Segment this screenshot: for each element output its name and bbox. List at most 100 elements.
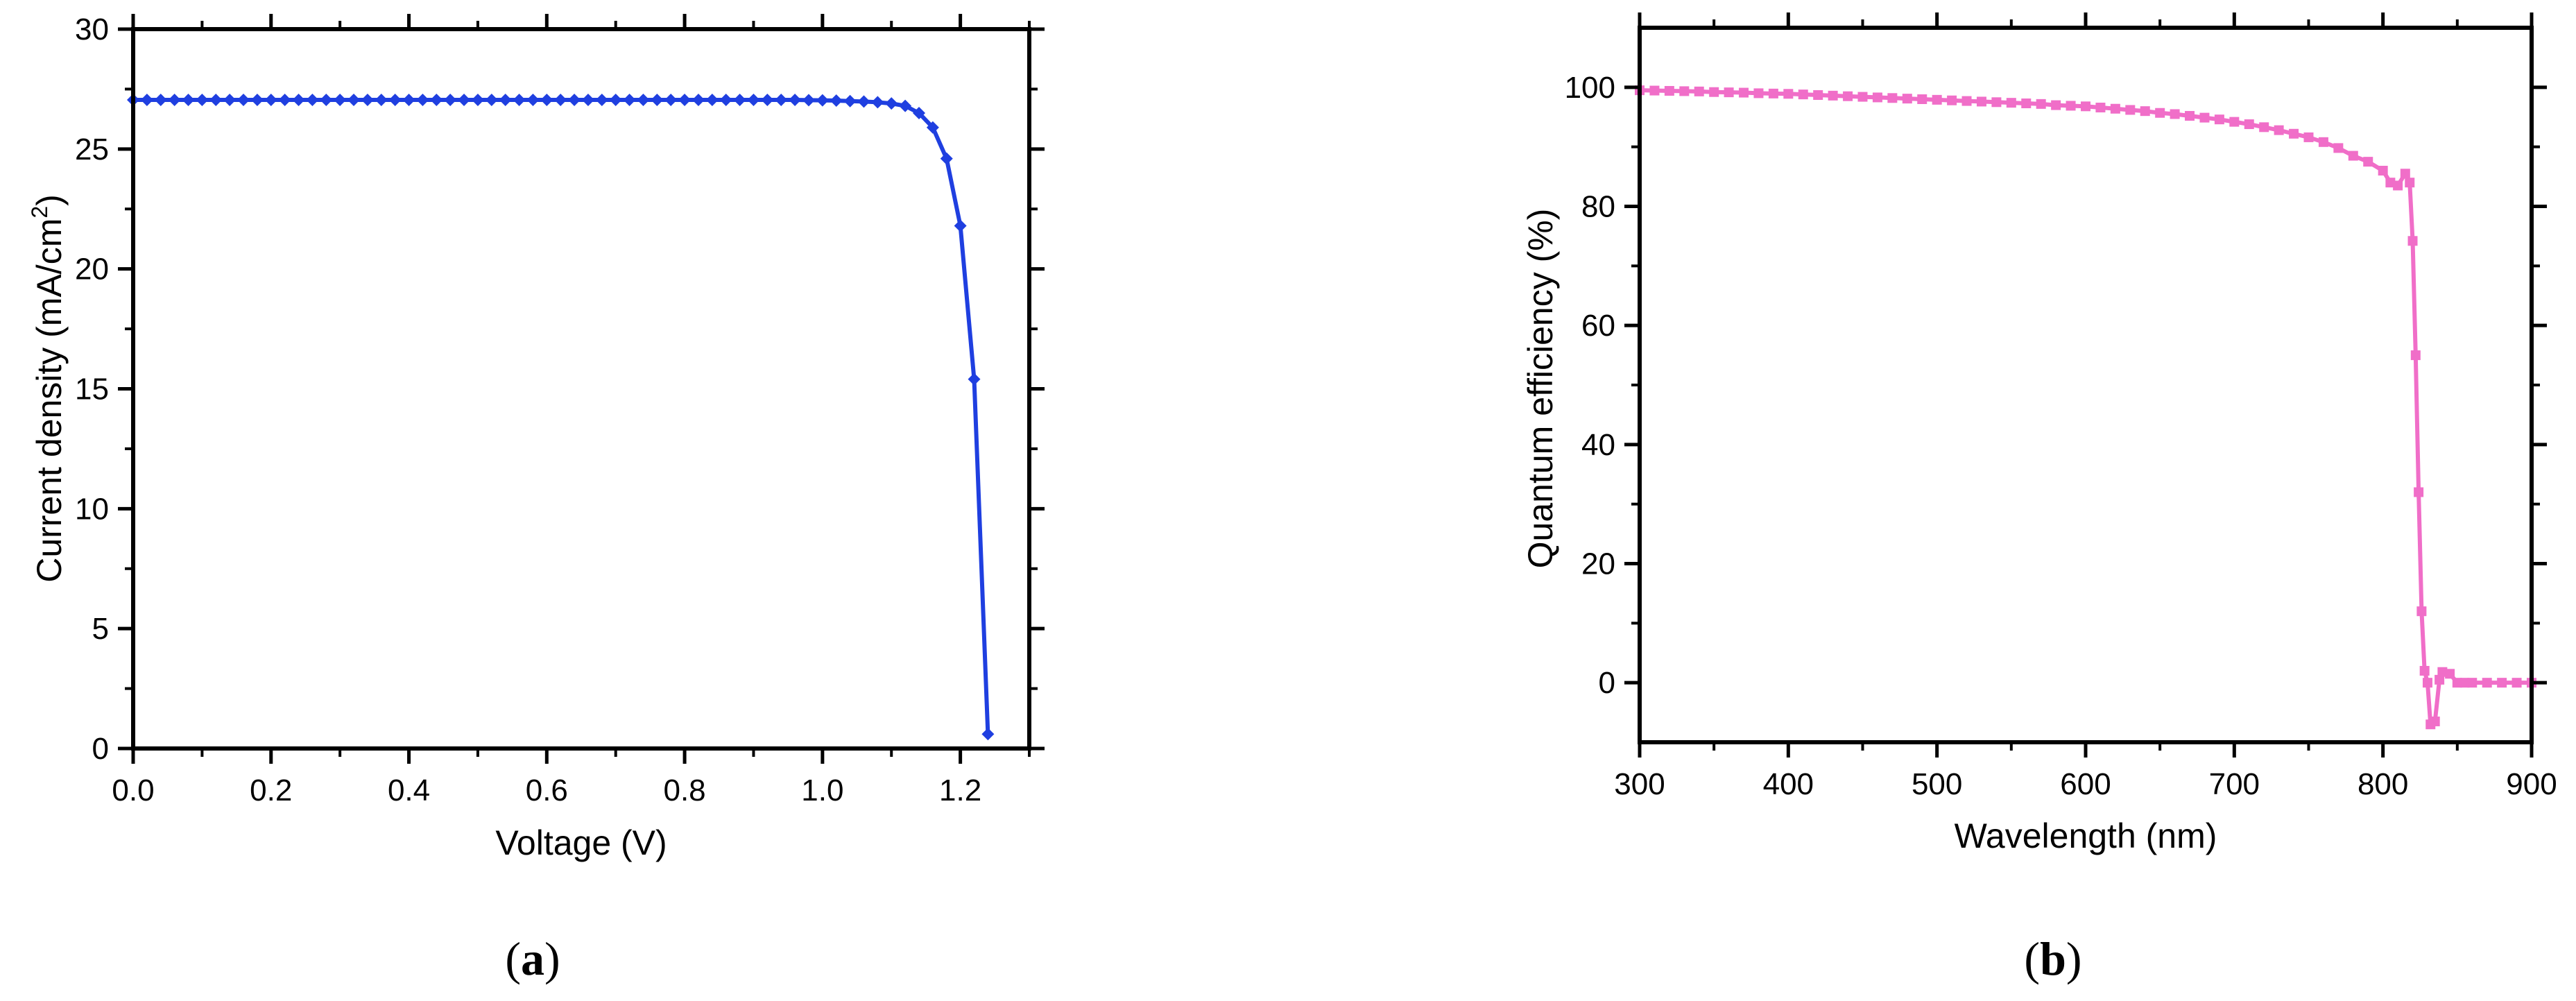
data-point xyxy=(526,93,540,106)
x-tick-label: 600 xyxy=(2060,767,2111,801)
y-tick-label: 5 xyxy=(92,612,109,646)
data-point xyxy=(2407,236,2418,246)
x-tick-label: 400 xyxy=(1763,767,1814,801)
data-point xyxy=(2244,119,2254,130)
data-point xyxy=(237,93,250,106)
data-point xyxy=(499,93,512,106)
data-point xyxy=(2303,132,2314,142)
data-point xyxy=(2452,678,2462,688)
x-tick-label: 0.2 xyxy=(250,773,292,807)
data-point xyxy=(485,93,498,106)
data-point xyxy=(2125,105,2136,115)
data-point xyxy=(2229,117,2240,127)
data-point xyxy=(2459,678,2470,688)
data-point xyxy=(2414,487,2424,497)
data-point xyxy=(912,106,925,119)
data-point xyxy=(2036,99,2046,109)
panel-b-caption: (b) xyxy=(2024,932,2081,985)
y-tick-label: 20 xyxy=(75,253,109,286)
data-point xyxy=(1739,87,1749,98)
y-tick-label: 40 xyxy=(1581,428,1615,462)
data-point xyxy=(2318,137,2328,147)
panel-a-plot-frame xyxy=(131,27,1031,751)
y-tick-label: 10 xyxy=(75,492,109,526)
data-point xyxy=(458,93,471,106)
data-point xyxy=(678,93,692,106)
x-tick-label: 900 xyxy=(2506,767,2557,801)
data-point xyxy=(1828,90,1838,101)
data-point xyxy=(430,93,443,106)
y-tick-label: 0 xyxy=(1599,666,1615,700)
data-point xyxy=(2333,143,2344,153)
data-point xyxy=(609,93,622,106)
data-point xyxy=(1991,97,2002,108)
data-point xyxy=(2348,151,2358,161)
data-point xyxy=(2393,180,2403,191)
data-point xyxy=(637,93,650,106)
data-point xyxy=(1843,91,1853,101)
data-point xyxy=(2081,101,2090,112)
x-tick-label: 300 xyxy=(1614,767,1665,801)
data-point xyxy=(871,96,884,109)
data-point xyxy=(2467,678,2478,688)
data-point xyxy=(568,93,581,106)
data-point xyxy=(2066,101,2076,111)
data-point xyxy=(513,93,526,106)
data-point xyxy=(1664,85,1674,96)
data-point xyxy=(802,94,815,107)
x-tick-label: 0.0 xyxy=(112,773,154,807)
panel-b-y-axis-label: Quantum efficiency (%) xyxy=(1521,209,1560,569)
data-point xyxy=(885,97,898,110)
data-point xyxy=(968,373,981,386)
x-tick-label: 0.6 xyxy=(526,773,568,807)
data-point xyxy=(2385,178,2396,188)
data-point xyxy=(1753,88,1764,99)
data-point xyxy=(154,93,167,106)
data-point xyxy=(1768,88,1778,99)
data-point xyxy=(1813,89,1823,100)
data-point xyxy=(444,93,457,106)
data-point xyxy=(2185,111,2195,121)
data-point xyxy=(1709,87,1719,97)
data-point xyxy=(334,93,347,106)
data-point xyxy=(292,93,305,106)
data-point xyxy=(2051,100,2061,110)
series-line xyxy=(133,97,990,735)
data-point xyxy=(250,93,264,106)
data-point xyxy=(347,93,361,106)
data-point xyxy=(1649,85,1660,96)
x-tick-label: 0.4 xyxy=(388,773,430,807)
panel-a-y-ticks: 0 5 10 15 20 25 30 xyxy=(75,12,1045,766)
data-point xyxy=(306,93,319,106)
data-point xyxy=(2199,112,2210,123)
data-point xyxy=(857,95,870,108)
data-point xyxy=(926,121,939,134)
data-point xyxy=(2416,606,2427,617)
data-point xyxy=(2419,666,2430,676)
data-point xyxy=(1887,93,1898,103)
data-point xyxy=(2445,669,2455,679)
data-point xyxy=(733,93,746,106)
data-point xyxy=(540,93,553,106)
y-tick-label: 0 xyxy=(92,732,109,766)
data-point xyxy=(2095,103,2106,113)
data-point xyxy=(2497,678,2507,688)
data-point xyxy=(388,93,402,106)
data-point xyxy=(899,99,912,112)
x-tick-label: 0.8 xyxy=(663,773,705,807)
data-point xyxy=(692,93,705,106)
data-point xyxy=(775,93,788,106)
data-point xyxy=(2021,99,2032,109)
data-point xyxy=(2363,157,2373,167)
data-point xyxy=(2006,98,2016,108)
data-point xyxy=(981,728,995,741)
data-point xyxy=(623,93,636,106)
data-point xyxy=(2110,103,2120,114)
data-point xyxy=(416,93,429,106)
panel-b-y-ticks: 0 20 40 60 80 100 xyxy=(1565,71,2547,700)
data-point xyxy=(1961,96,1972,106)
data-point xyxy=(2511,678,2522,688)
data-point xyxy=(747,93,760,106)
data-point xyxy=(2482,678,2492,688)
